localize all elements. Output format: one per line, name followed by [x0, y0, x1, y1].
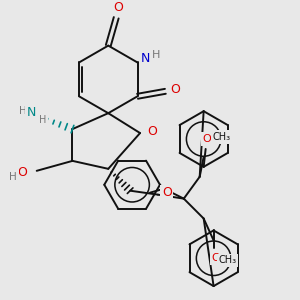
- Text: H: H: [9, 172, 17, 182]
- Text: N: N: [27, 106, 36, 119]
- Text: H: H: [39, 115, 46, 125]
- Text: O: O: [162, 186, 172, 199]
- Text: N: N: [141, 52, 150, 65]
- Text: O: O: [170, 83, 180, 96]
- Text: O: O: [202, 134, 211, 144]
- Text: O: O: [17, 166, 27, 179]
- Text: O: O: [211, 253, 220, 263]
- Text: H: H: [152, 50, 160, 59]
- Text: O: O: [113, 1, 123, 14]
- Text: CH₃: CH₃: [218, 255, 237, 265]
- Text: O: O: [147, 124, 157, 138]
- Text: H: H: [19, 106, 27, 116]
- Text: CH₃: CH₃: [212, 132, 231, 142]
